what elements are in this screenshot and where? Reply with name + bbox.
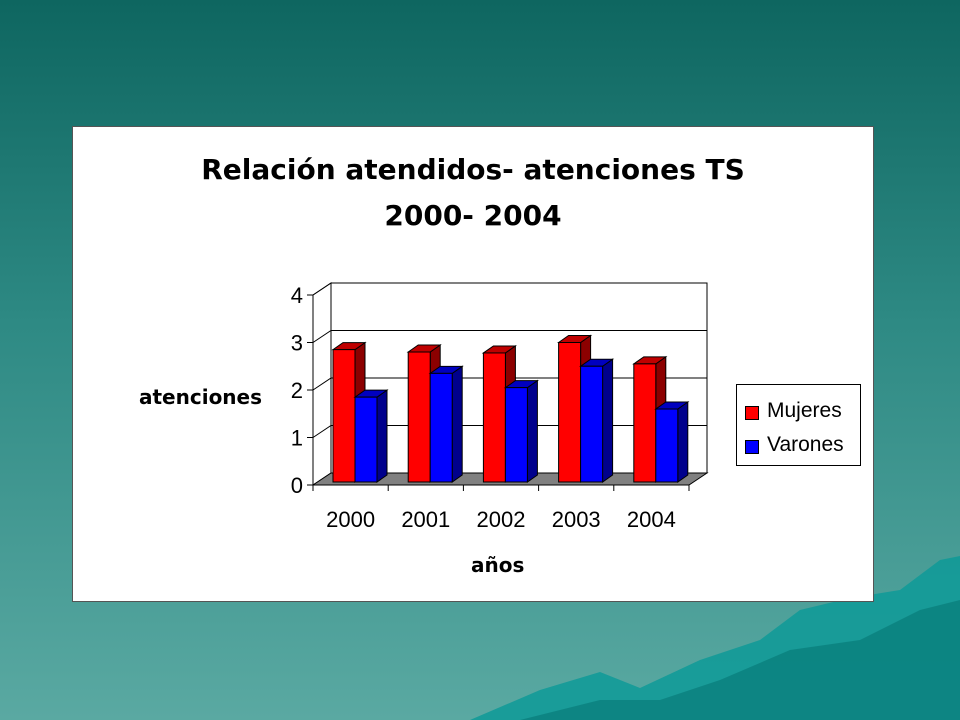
bar-varones-2000-side xyxy=(376,389,388,483)
chart-subtitle: 2000- 2004 xyxy=(384,199,562,232)
gridline xyxy=(312,282,707,296)
legend-label-varones: Varones xyxy=(767,433,844,456)
legend: Mujeres Varones xyxy=(736,384,861,466)
x-tick-label: 2004 xyxy=(627,507,676,532)
bar-varones-2003 xyxy=(580,365,604,483)
x-tick-label: 2001 xyxy=(401,507,450,532)
legend-swatch-mujeres xyxy=(745,406,759,420)
y-axis-label: atenciones xyxy=(139,385,263,409)
y-tick-label: 4 xyxy=(291,283,303,308)
bar-varones-2003-side xyxy=(602,358,614,483)
plot-area: 0 1 2 3 4 2000 2001 2002 2003 2004 xyxy=(291,282,709,532)
y-tick-label: 2 xyxy=(291,378,303,403)
bar-varones-2004 xyxy=(655,408,679,483)
bar-mujeres-2004 xyxy=(633,363,657,483)
bar-varones-2002 xyxy=(504,387,528,483)
y-tick-label: 0 xyxy=(291,473,303,498)
x-tick-label: 2000 xyxy=(326,507,375,532)
chart-title: Relación atendidos- atenciones TS xyxy=(201,153,745,186)
bar-mujeres-2002 xyxy=(482,352,506,483)
y-tick-label: 3 xyxy=(291,331,303,356)
y-tick-label: 1 xyxy=(291,426,303,451)
bar-mujeres-2001 xyxy=(407,351,431,483)
x-axis-label: años xyxy=(471,553,525,577)
mountain-decoration-shadow xyxy=(520,600,960,720)
bar-varones-2004-side xyxy=(677,401,689,483)
legend-label-mujeres: Mujeres xyxy=(767,399,842,422)
chart-panel: Relación atendidos- atenciones TS 2000- … xyxy=(72,126,874,602)
gridline xyxy=(312,330,707,343)
bar-varones-2001-side xyxy=(451,365,463,483)
bar-mujeres-2000 xyxy=(332,349,356,483)
bar-varones-2000 xyxy=(354,396,378,483)
bar-varones-2001 xyxy=(429,372,453,483)
x-tick-label: 2003 xyxy=(552,507,601,532)
bar-varones-2002-side xyxy=(526,379,538,483)
bar-mujeres-2003 xyxy=(558,342,582,483)
legend-swatch-varones xyxy=(745,440,759,454)
x-tick-label: 2002 xyxy=(477,507,526,532)
